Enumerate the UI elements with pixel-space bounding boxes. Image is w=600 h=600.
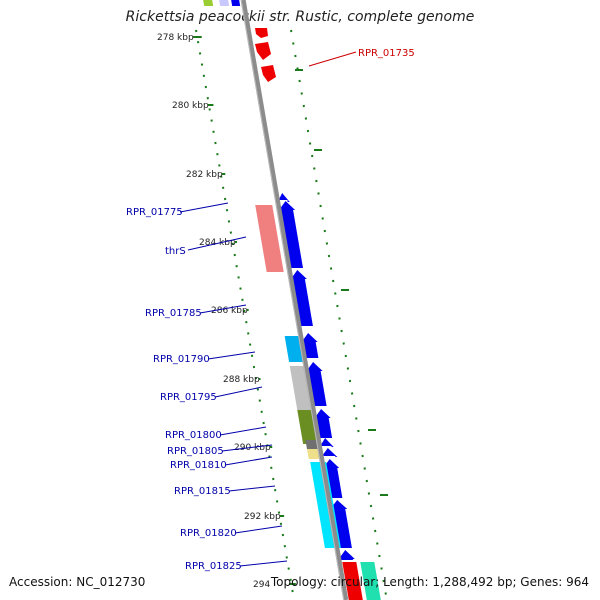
feature-cds-arrow [338, 550, 355, 560]
feature-cds-arrow [279, 201, 303, 268]
genome-backbone [240, 0, 349, 600]
feature-red-cds [255, 28, 268, 38]
feature-khaki [306, 449, 321, 459]
gene-leader-line [179, 202, 229, 213]
feature-cds-arrow [321, 448, 338, 457]
gene-leader-line [219, 426, 267, 436]
gene-label: RPR_01800 [165, 430, 222, 441]
feature-cds-arrow [330, 500, 352, 548]
gene-label: RPR_01810 [170, 460, 227, 471]
gene-leader-line [308, 51, 357, 67]
gene-label: thrS [165, 246, 186, 257]
gene-label: RPR_01790 [153, 354, 210, 365]
feature-cds-arrow [290, 270, 313, 326]
gene-label-track: RPR_01735 RPR_01775 thrS RPR_01785 RPR_01790… [126, 48, 415, 572]
gene-leader-line [221, 444, 273, 452]
gene-label: RPR_01785 [145, 308, 202, 319]
gene-label: RPR_01795 [160, 392, 217, 403]
map-title: Rickettsia peacockii str. Rustic, comple… [125, 9, 475, 25]
feature-red-cds [261, 65, 276, 82]
tick-label: 292 kbp [244, 512, 281, 522]
feature-olive [297, 410, 318, 444]
genome-info-text: Topology: circular; Length: 1,288,492 bp… [270, 575, 589, 589]
gene-leader-line [199, 304, 247, 314]
gene-label: RPR_01820 [180, 528, 237, 539]
gene-leader-line [239, 560, 288, 567]
feature-salmon [255, 205, 284, 272]
feature-lavender [219, 0, 230, 6]
accession-text: Accession: NC_012730 [9, 575, 146, 589]
gene-leader-line [228, 485, 276, 492]
tick-label: 290 kbp [234, 443, 271, 453]
tick-label: 288 kbp [223, 375, 260, 385]
tick-label: 282 kbp [186, 170, 223, 180]
feature-red-cds [255, 42, 271, 60]
gene-label: RPR_01825 [185, 561, 242, 572]
tick-label: 286 kbp [211, 306, 248, 316]
gene-label: RPR_01775 [126, 207, 183, 218]
feature-cds-arrow [319, 438, 334, 447]
tick-label: 280 kbp [172, 101, 209, 111]
gene-label: RPR_01815 [174, 486, 231, 497]
gene-leader-line [187, 236, 247, 251]
gene-leader-line [224, 456, 273, 466]
feature-aqua [360, 562, 381, 600]
tick-label: 278 kbp [157, 33, 194, 43]
gene-leader-line [234, 525, 283, 534]
backbone-line [240, 0, 349, 600]
feature-dark-gray [305, 440, 319, 449]
feature-cds-arrow [277, 193, 290, 202]
backbone-highlight [240, 0, 345, 600]
gene-leader-line [207, 351, 256, 360]
feature-cds-arrow [306, 362, 327, 406]
feature-red-cds [342, 562, 363, 600]
feature-lime [203, 0, 214, 6]
gene-label: RPR_01735 [358, 48, 415, 59]
gene-label: RPR_01805 [167, 446, 224, 457]
feature-cds [231, 0, 241, 6]
feature-cds-arrow [323, 459, 343, 498]
gene-leader-line [214, 386, 263, 398]
tick-label: 294 [253, 580, 270, 590]
